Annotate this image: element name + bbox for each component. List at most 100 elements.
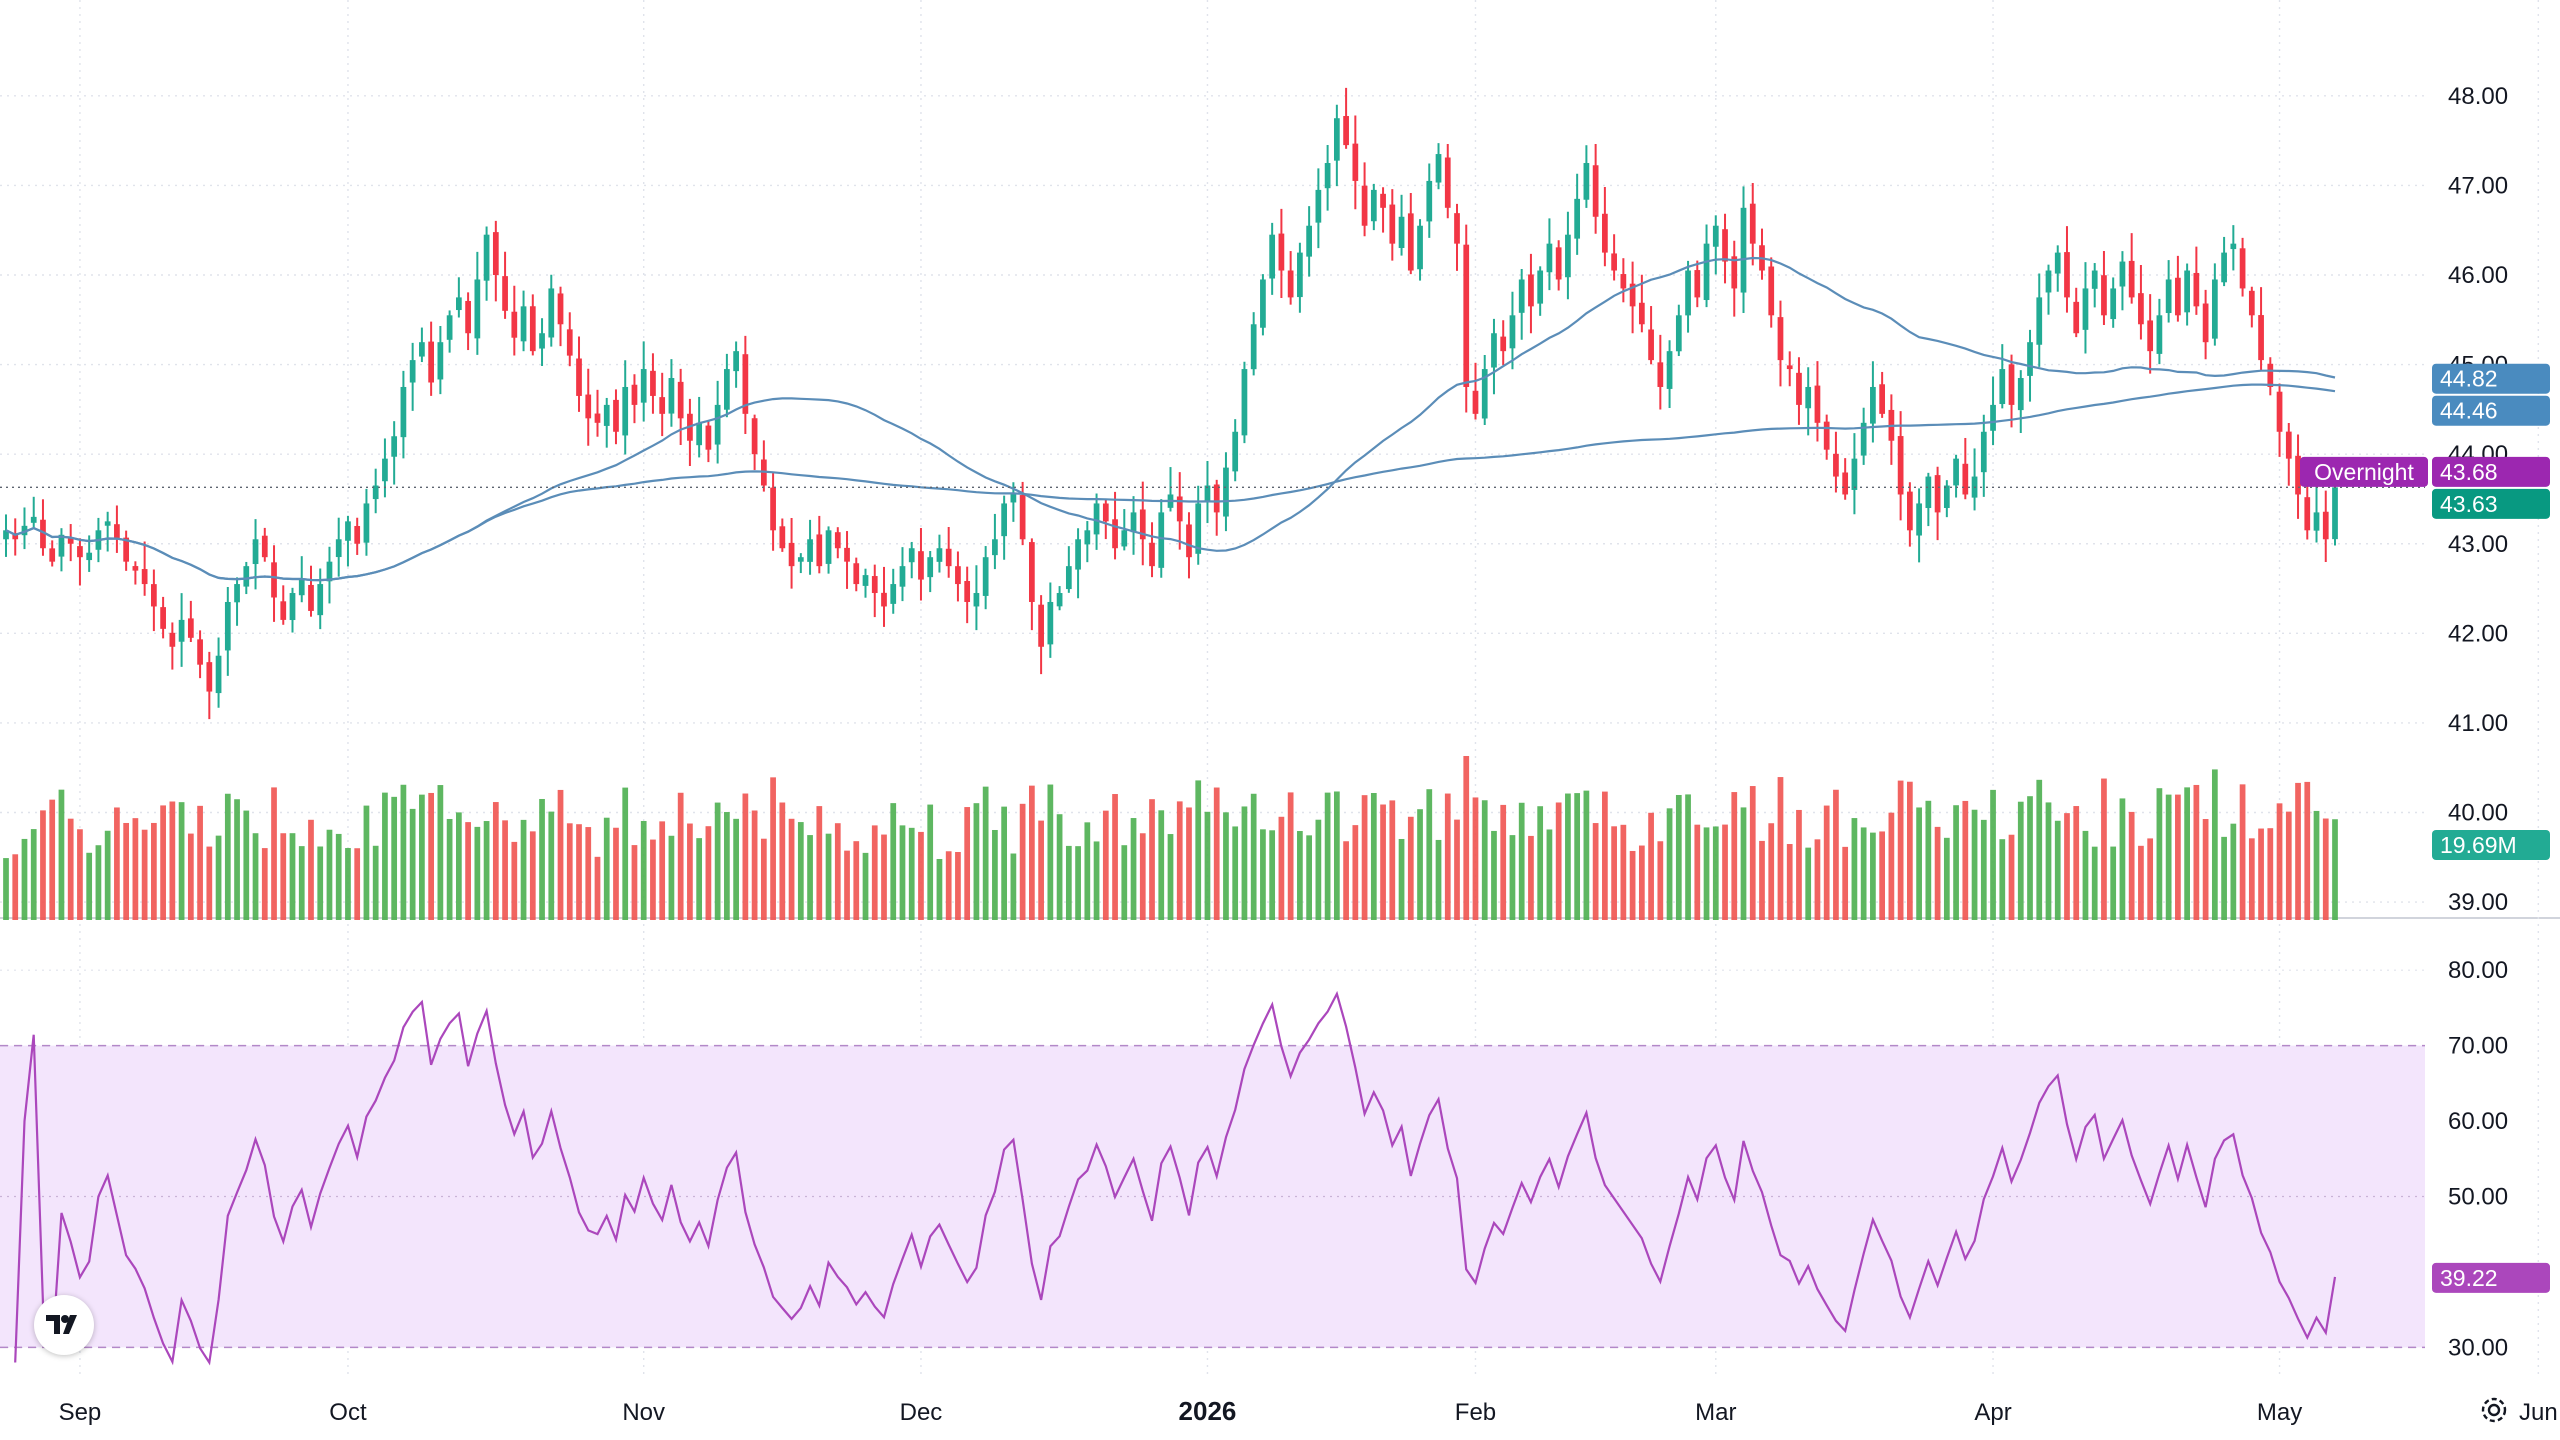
volume-bar — [502, 820, 508, 920]
volume-bar — [2017, 801, 2024, 920]
candle-body — [1851, 458, 1858, 490]
candle-body — [2156, 315, 2163, 354]
candle-body — [2147, 320, 2154, 352]
volume-bar — [797, 822, 804, 920]
candle-body — [1943, 485, 1950, 509]
candle-body — [2138, 293, 2144, 325]
candle-body — [1620, 274, 1627, 289]
volume-bar — [271, 787, 277, 920]
time-tick-label: Oct — [329, 1399, 367, 1426]
volume-bar — [1038, 820, 1044, 920]
candle-body — [502, 276, 508, 311]
candle-body — [724, 369, 730, 410]
overnight-badge-bg — [2432, 456, 2550, 487]
candle-body — [1297, 252, 1303, 298]
candle-body — [1315, 189, 1322, 223]
candle-body — [862, 575, 869, 586]
volume-bar — [345, 848, 351, 920]
candle-body — [788, 542, 795, 567]
volume-bar — [1528, 835, 1534, 920]
candle-body — [1555, 247, 1562, 280]
candle-body — [1491, 333, 1497, 368]
volume-bar — [1518, 802, 1525, 920]
volume-bar — [483, 821, 490, 920]
volume-bar — [742, 793, 749, 920]
volume-bar — [659, 821, 666, 920]
candle-body — [1953, 458, 1959, 486]
volume-bar — [511, 841, 518, 920]
volume-bar — [834, 823, 841, 920]
volume-bar — [1574, 793, 1581, 920]
candle-body — [1065, 566, 1072, 590]
volume-bar — [520, 819, 527, 920]
sma-fast-badge-value: 44.82 — [2440, 366, 2498, 392]
settings-gear-icon[interactable] — [2477, 1393, 2511, 1427]
volume-bar — [1435, 839, 1442, 920]
volume-bar — [2248, 838, 2255, 920]
volume-bar — [95, 845, 102, 920]
volume-bar — [1130, 818, 1137, 920]
volume-bar — [123, 822, 130, 920]
volume-bar — [677, 792, 684, 920]
volume-bar — [622, 787, 629, 920]
volume-bar — [1315, 819, 1322, 920]
volume-bar — [640, 820, 647, 920]
candle-body — [2193, 272, 2200, 307]
candle-body — [2184, 270, 2190, 313]
rsi-tick-label: 30.00 — [2448, 1334, 2508, 1361]
volume-bar — [1010, 853, 1017, 920]
volume-bar — [1075, 846, 1081, 920]
tradingview-logo[interactable] — [34, 1295, 94, 1355]
candle-body — [1602, 213, 1608, 253]
candle-body — [1648, 329, 1654, 361]
candle-body — [2128, 260, 2135, 298]
candle-body — [705, 425, 712, 450]
volume-bar — [1814, 839, 1821, 920]
volume-bar — [1851, 818, 1858, 920]
candle-body — [1879, 384, 1886, 414]
candle-body — [1435, 154, 1442, 183]
candle-body — [1361, 185, 1368, 226]
volume-bar — [1999, 839, 2006, 920]
candle-body — [1380, 193, 1386, 208]
volume-bar — [474, 826, 481, 920]
volume-bar — [844, 850, 850, 920]
candle-body — [2082, 288, 2089, 330]
volume-bar — [1805, 847, 1812, 920]
candle-body — [1149, 542, 1155, 567]
candle-body — [2045, 270, 2052, 293]
candle-body — [640, 369, 647, 403]
volume-bar — [1870, 832, 1876, 920]
volume-bar — [391, 796, 398, 920]
volume-bar — [12, 854, 19, 920]
volume-bar — [1139, 833, 1146, 920]
volume-bar — [1823, 805, 1830, 920]
volume-bar — [1065, 845, 1072, 920]
candle-body — [492, 232, 499, 275]
volume-bar — [252, 833, 259, 920]
candle-body — [520, 306, 527, 342]
candle-body — [474, 279, 481, 339]
volume-bar — [1620, 824, 1627, 920]
candle-body — [40, 519, 46, 549]
candle-body — [2036, 297, 2043, 345]
candle-body — [1694, 270, 1701, 298]
volume-bar — [955, 851, 961, 920]
candle-body — [908, 548, 915, 563]
volume-bar — [2267, 828, 2274, 920]
volume-bar — [86, 852, 93, 920]
volume-bar — [40, 810, 46, 920]
candle-body — [30, 516, 37, 523]
candle-body — [197, 639, 203, 665]
volume-bar — [67, 818, 74, 920]
candle-body — [2304, 497, 2311, 531]
volume-bar — [2147, 838, 2154, 920]
volume-bar — [132, 818, 139, 920]
time-tick-label: 2026 — [1179, 1396, 1237, 1426]
candle-body — [1786, 365, 1793, 370]
volume-bar — [668, 835, 675, 920]
volume-bar — [992, 829, 998, 920]
volume-bar — [1250, 793, 1257, 920]
candle-body — [1232, 431, 1239, 472]
